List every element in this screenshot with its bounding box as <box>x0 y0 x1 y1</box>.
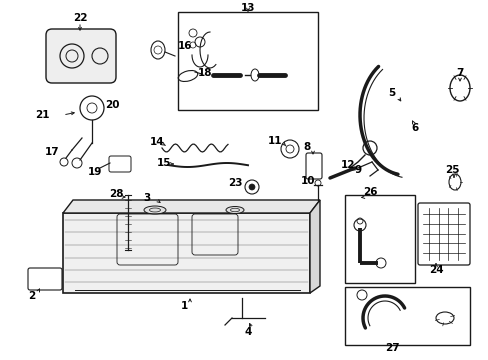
Text: 13: 13 <box>240 3 255 13</box>
Bar <box>178 12 317 110</box>
Text: 24: 24 <box>428 265 443 275</box>
Text: 18: 18 <box>197 68 212 78</box>
Ellipse shape <box>225 207 244 213</box>
Text: 17: 17 <box>44 147 59 157</box>
Bar <box>345 287 469 345</box>
Text: 9: 9 <box>354 165 361 175</box>
Text: 23: 23 <box>227 178 242 188</box>
Text: 11: 11 <box>267 136 282 146</box>
Ellipse shape <box>143 206 165 214</box>
Text: 21: 21 <box>35 110 49 120</box>
Text: 27: 27 <box>384 343 399 353</box>
Text: 4: 4 <box>244 327 251 337</box>
Text: 16: 16 <box>177 41 192 51</box>
Text: 15: 15 <box>157 158 171 168</box>
Text: 6: 6 <box>410 123 418 133</box>
Text: 19: 19 <box>88 167 102 177</box>
FancyBboxPatch shape <box>46 29 116 83</box>
Circle shape <box>248 184 254 190</box>
Text: 2: 2 <box>28 291 36 301</box>
Text: 20: 20 <box>104 100 119 110</box>
Text: 25: 25 <box>444 165 458 175</box>
Text: 7: 7 <box>455 68 463 78</box>
Text: 26: 26 <box>362 187 376 197</box>
Text: 8: 8 <box>303 142 310 152</box>
Polygon shape <box>63 200 319 213</box>
Text: 12: 12 <box>340 160 354 170</box>
Bar <box>345 195 414 283</box>
Text: 10: 10 <box>300 176 315 186</box>
Text: 5: 5 <box>387 88 395 98</box>
Text: 3: 3 <box>143 193 150 203</box>
Text: 22: 22 <box>73 13 87 23</box>
Polygon shape <box>63 213 309 293</box>
Text: 1: 1 <box>180 301 187 311</box>
Polygon shape <box>309 200 319 293</box>
Text: 14: 14 <box>149 137 164 147</box>
Text: 28: 28 <box>108 189 123 199</box>
